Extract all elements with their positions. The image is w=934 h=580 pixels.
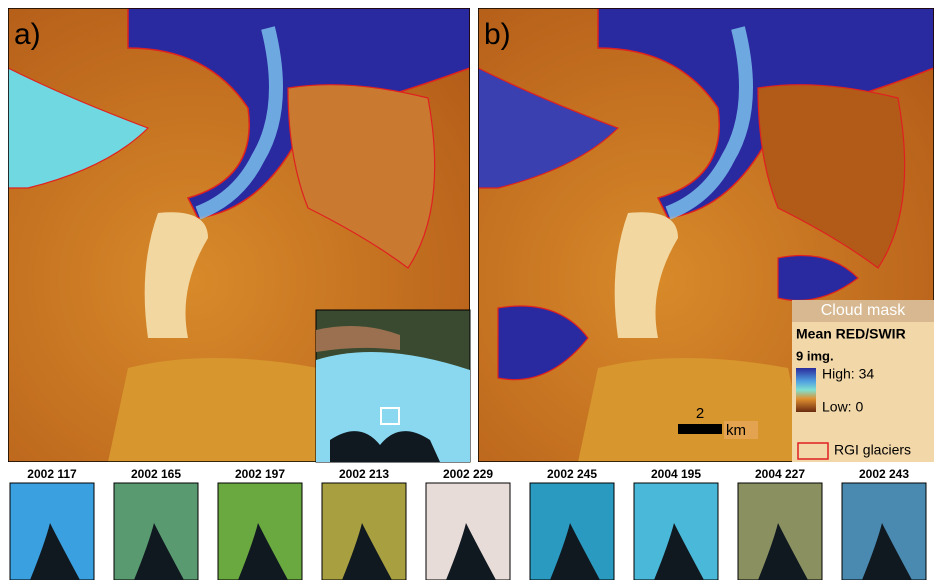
figure: a) b) 2 km Cloud mask Mean RED/SWIR 9 img… — [0, 0, 934, 580]
fjord — [578, 358, 808, 462]
thumbnail-label: 2002 117 — [27, 467, 77, 481]
thumbnail: 2002 229 — [426, 467, 510, 580]
thumbnail: 2002 165 — [114, 467, 198, 580]
panel-label: b) — [484, 18, 511, 51]
thumbnail-label: 2002 245 — [547, 467, 597, 481]
legend-high: High: 34 — [822, 366, 874, 382]
legend-subtitle: Mean RED/SWIR — [796, 326, 906, 342]
legend-outline: RGI glaciers — [834, 442, 911, 458]
inset-map — [316, 310, 470, 462]
color-ramp — [796, 368, 816, 412]
legend-count: 9 img. — [796, 348, 834, 363]
legend-low: Low: 0 — [822, 399, 863, 415]
scale-unit: km — [726, 422, 746, 439]
scale-length: 2 — [696, 405, 704, 422]
thumbnail-label: 2002 197 — [235, 467, 285, 481]
thumbnail: 2004 227 — [738, 467, 822, 580]
thumbnail-label: 2002 165 — [131, 467, 181, 481]
legend-title: Cloud mask — [821, 302, 906, 319]
scale-bar-rect — [678, 424, 722, 434]
thumbnail: 2004 195 — [634, 467, 718, 580]
legend: Cloud mask Mean RED/SWIR 9 img. High: 34… — [792, 300, 934, 462]
thumbnail: 2002 245 — [530, 467, 614, 580]
thumbnail-label: 2004 227 — [755, 467, 805, 481]
thumbnail-label: 2002 229 — [443, 467, 493, 481]
panel-label: a) — [14, 18, 41, 51]
thumbnail: 2002 243 — [842, 467, 926, 580]
thumbnail-label: 2004 195 — [651, 467, 701, 481]
thumbnail: 2002 213 — [322, 467, 406, 580]
thumbnail-label: 2002 243 — [859, 467, 909, 481]
thumbnail: 2002 117 — [10, 467, 94, 580]
thumbnail: 2002 197 — [218, 467, 302, 580]
thumbnail-label: 2002 213 — [339, 467, 389, 481]
fjord — [108, 358, 338, 462]
